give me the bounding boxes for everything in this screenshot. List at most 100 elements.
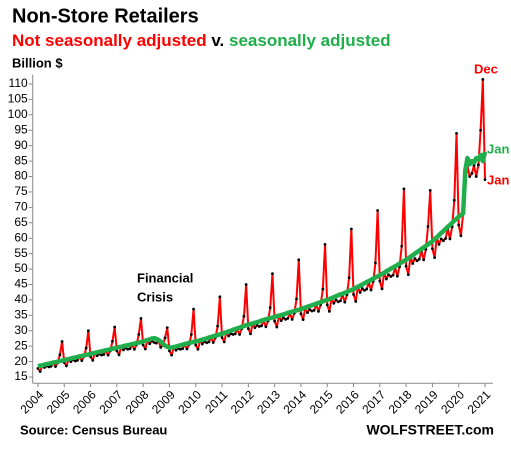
data-point <box>244 283 248 286</box>
x-tick-label: 2007 <box>96 387 125 416</box>
data-point <box>433 256 436 260</box>
data-point <box>54 365 57 368</box>
y-tick-label: 75 <box>14 184 28 198</box>
data-point <box>299 312 303 316</box>
data-point <box>246 327 250 331</box>
y-tick-label: 110 <box>9 76 28 90</box>
x-tick-label: 2021 <box>465 387 494 416</box>
data-point <box>154 341 158 345</box>
y-tick-label: 45 <box>14 277 28 291</box>
data-point <box>422 258 426 262</box>
data-point <box>65 364 68 368</box>
brand: WOLFSTREET.com <box>366 422 494 438</box>
x-tick-label: 2004 <box>18 387 47 416</box>
x-tick-label: 2013 <box>254 387 283 416</box>
annotation: Jan <box>487 141 509 156</box>
data-point <box>143 347 147 351</box>
data-point <box>404 264 408 268</box>
y-tick-label: 85 <box>14 153 28 167</box>
annotation: Crisis <box>137 289 173 304</box>
data-point <box>189 333 193 336</box>
data-point <box>200 342 204 346</box>
data-point <box>415 259 419 263</box>
x-tick-label: 2008 <box>123 387 152 416</box>
data-point <box>238 333 241 336</box>
x-tick-label: 2018 <box>386 387 415 416</box>
x-tick-label: 2012 <box>228 387 257 416</box>
data-point <box>431 247 434 251</box>
data-point <box>159 346 163 349</box>
data-point <box>402 187 406 191</box>
data-point <box>358 291 362 294</box>
x-tick-label: 2010 <box>175 387 204 416</box>
data-point <box>474 175 478 178</box>
data-point <box>194 343 198 347</box>
data-point <box>284 317 287 321</box>
data-point <box>437 242 441 246</box>
data-point <box>257 325 261 328</box>
data-point <box>170 353 174 357</box>
data-point <box>321 287 325 291</box>
data-point <box>365 287 369 291</box>
data-point <box>411 262 415 265</box>
data-point <box>323 242 327 246</box>
data-point <box>479 128 483 132</box>
data-point <box>137 333 141 336</box>
x-tick-label: 2019 <box>412 387 441 416</box>
subtitle-series-a: Not seasonally adjusted <box>12 31 207 50</box>
data-point <box>91 358 95 362</box>
data-point <box>76 358 79 362</box>
data-point <box>297 258 301 262</box>
data-point <box>152 341 156 344</box>
data-point <box>100 353 103 357</box>
data-point <box>306 311 309 314</box>
data-point <box>310 309 314 313</box>
x-tick-label: 2020 <box>438 387 467 416</box>
data-point <box>406 273 410 277</box>
data-point <box>60 340 64 343</box>
data-point <box>389 275 393 278</box>
x-tick-label: 2016 <box>333 387 362 416</box>
y-tick-label: 15 <box>14 369 28 383</box>
data-point <box>295 297 298 301</box>
source: Source: Census Bureau <box>20 422 167 437</box>
data-point <box>205 341 209 345</box>
data-point <box>242 314 246 318</box>
data-point <box>428 189 432 192</box>
data-point <box>452 198 456 202</box>
data-point <box>273 319 277 323</box>
data-point <box>279 319 283 322</box>
data-point <box>192 307 195 311</box>
x-tick-label: 2011 <box>202 387 230 415</box>
data-point <box>301 318 305 322</box>
data-point <box>384 277 388 281</box>
chart-subtitle: Not seasonally adjusted v. seasonally ad… <box>12 31 391 50</box>
data-point <box>86 329 90 333</box>
y-tick-label: 40 <box>14 292 28 306</box>
data-point <box>426 225 430 228</box>
data-point <box>216 324 220 328</box>
data-point <box>106 353 110 357</box>
data-point <box>84 346 88 350</box>
y-tick-label: 60 <box>14 230 28 244</box>
data-point <box>126 347 130 351</box>
data-point <box>141 343 145 347</box>
data-point <box>312 309 316 312</box>
y-tick-label: 70 <box>14 200 28 214</box>
data-point <box>139 317 143 320</box>
data-point <box>227 334 231 338</box>
data-point <box>80 359 84 363</box>
y-tick-label: 35 <box>14 308 28 322</box>
data-point <box>222 340 226 344</box>
data-point <box>483 178 487 182</box>
data-point <box>395 274 399 278</box>
data-point <box>128 347 132 351</box>
data-point <box>459 234 463 238</box>
y-tick-label: 65 <box>14 215 28 229</box>
data-point <box>481 77 485 81</box>
data-point <box>369 288 373 292</box>
data-point <box>413 257 417 260</box>
data-point <box>165 326 169 330</box>
